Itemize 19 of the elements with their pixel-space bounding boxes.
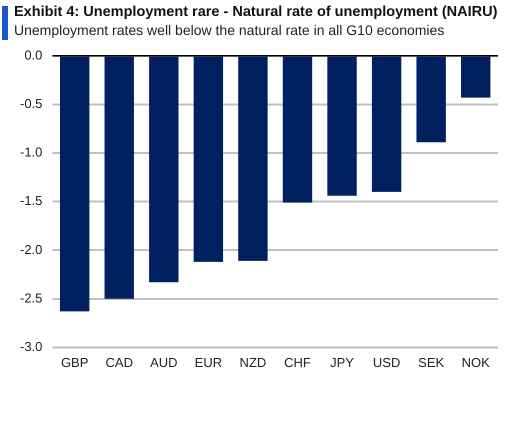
chart-subtitle: Unemployment rates well below the natural rate in all G10 economies xyxy=(14,22,446,38)
y-tick-label: -1.5 xyxy=(20,193,42,208)
x-tick-label: NZD xyxy=(240,354,266,370)
x-tick-label: SEK xyxy=(418,354,444,370)
y-tick-label: -2.5 xyxy=(20,290,42,306)
y-tick-label: -0.5 xyxy=(20,96,42,111)
y-tick-label: -1.0 xyxy=(20,144,42,160)
x-tick-label: USD xyxy=(372,354,400,370)
x-tick-label: GBP xyxy=(60,354,88,370)
x-tick-label: NOK xyxy=(462,354,490,370)
y-tick-label: 0.0 xyxy=(24,47,42,62)
x-tick-label: JPY xyxy=(330,354,354,370)
x-tick-label: CAD xyxy=(106,354,133,370)
y-tick-label: -2.0 xyxy=(20,242,42,257)
x-tick-label: CHF xyxy=(284,354,311,370)
chart-title: Exhibit 4: Unemployment rare - Natural rate of unemployment (NAIRU) xyxy=(14,4,498,20)
x-tick-label: EUR xyxy=(194,354,222,370)
y-tick-label: -3.0 xyxy=(20,338,42,354)
x-tick-label: AUD xyxy=(150,354,178,370)
